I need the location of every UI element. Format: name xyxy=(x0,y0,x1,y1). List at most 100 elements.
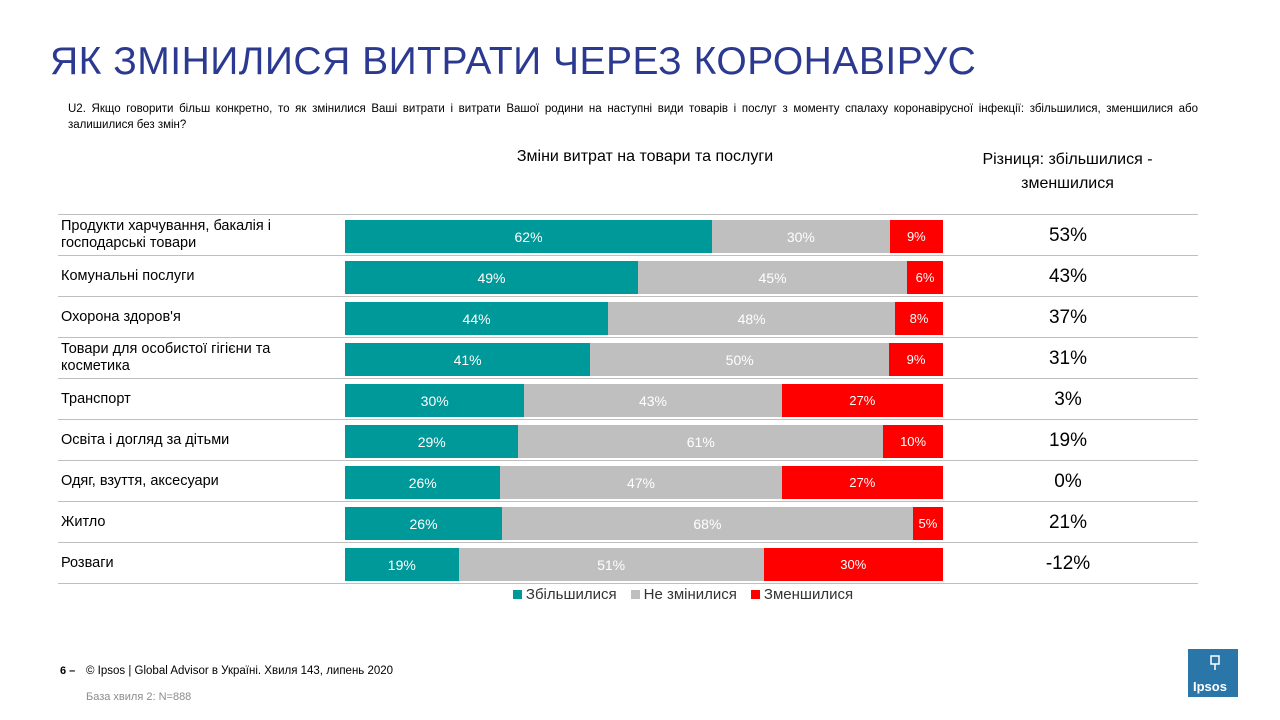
data-label: 26% xyxy=(409,515,438,532)
data-label: 26% xyxy=(408,474,437,491)
category-label: Продукти харчування, бакалія і господарс… xyxy=(61,218,271,251)
bar-segment: 19% xyxy=(345,548,459,581)
footer-copyright: © Ipsos | Global Advisor в Україні. Хвил… xyxy=(86,665,394,677)
difference-value: 31% xyxy=(1048,348,1088,369)
page-number: 6 – xyxy=(60,665,76,677)
bar-segment: 26% xyxy=(345,466,501,499)
data-label: 29% xyxy=(417,433,446,450)
difference-heading: Різниця: збільшилися - зменшилися xyxy=(982,151,1153,192)
stacked-bar: 41% 50% 9% xyxy=(345,343,943,376)
sample-base: База хвиля 2: N=888 xyxy=(86,691,192,703)
stacked-bar: 44% 48% 8% xyxy=(345,302,943,335)
legend-item: Не змінилися xyxy=(630,586,737,603)
bar-segment: 26% xyxy=(345,507,503,540)
bar-segment: 8% xyxy=(895,302,943,335)
data-label: 9% xyxy=(906,352,926,367)
bar-segment: 45% xyxy=(638,261,908,294)
category-label: Розваги xyxy=(61,554,114,571)
bar-segment: 9% xyxy=(889,220,943,253)
difference-value: 37% xyxy=(1048,307,1088,328)
category-label: Транспорт xyxy=(61,390,131,407)
chart-row: Одяг, взуття, аксесуари 26% 47% 27% 0% xyxy=(58,461,1198,502)
data-label: 19% xyxy=(387,556,416,573)
bar-segment: 50% xyxy=(590,343,890,376)
data-label: 30% xyxy=(840,557,867,572)
bar-segment: 68% xyxy=(502,507,913,540)
stacked-bar: 49% 45% 6% xyxy=(345,261,943,294)
legend-label: Зменшилися xyxy=(763,586,854,603)
data-label: 44% xyxy=(462,310,491,327)
chart-row: Житло 26% 68% 5% 21% xyxy=(58,502,1198,543)
data-label: 68% xyxy=(693,515,722,532)
data-label: 30% xyxy=(420,392,449,409)
category-label: Освіта і догляд за дітьми xyxy=(61,431,230,448)
legend-swatch xyxy=(512,590,522,599)
bar-segment: 30% xyxy=(712,220,890,253)
data-label: 9% xyxy=(906,229,926,244)
logo-text: Ipsos xyxy=(1193,679,1227,694)
legend-label: Не змінилися xyxy=(643,586,737,603)
bar-segment: 51% xyxy=(458,548,764,581)
data-label: 10% xyxy=(900,434,927,449)
bar-segment: 44% xyxy=(345,302,609,335)
data-label: 51% xyxy=(597,556,626,573)
stacked-bar: 62% 30% 9% xyxy=(345,220,943,253)
data-label: 43% xyxy=(638,392,667,409)
data-label: 27% xyxy=(849,475,876,490)
data-label: 47% xyxy=(626,474,655,491)
data-label: 41% xyxy=(453,351,482,368)
stacked-bar: 30% 43% 27% xyxy=(345,384,943,417)
bar-segment: 29% xyxy=(345,425,519,458)
chart-row: Розваги 19% 51% 30% -12% xyxy=(58,543,1198,584)
difference-value: 53% xyxy=(1048,225,1088,246)
chart-rows: Продукти харчування, бакалія і господарс… xyxy=(58,214,1198,584)
category-label: Житло xyxy=(61,513,106,530)
bar-segment: 6% xyxy=(907,261,943,294)
difference-value: 0% xyxy=(1054,471,1082,492)
chart-row: Транспорт 30% 43% 27% 3% xyxy=(58,379,1198,420)
legend-item: Зменшилися xyxy=(750,586,854,603)
chart-row: Товари для особистої гігієни та косметик… xyxy=(58,338,1198,379)
data-label: 6% xyxy=(915,270,935,285)
bar-segment: 61% xyxy=(518,425,884,458)
bar-segment: 9% xyxy=(889,343,943,376)
stacked-bar: 29% 61% 10% xyxy=(345,425,943,458)
difference-value: -12% xyxy=(1045,553,1091,574)
category-label: Комунальні послуги xyxy=(61,267,195,284)
data-label: 62% xyxy=(514,228,543,245)
difference-value: 43% xyxy=(1048,266,1088,287)
legend-swatch xyxy=(630,590,640,599)
data-label: 50% xyxy=(725,351,754,368)
data-label: 48% xyxy=(737,310,766,327)
bar-segment: 27% xyxy=(781,466,943,499)
legend-swatch xyxy=(750,590,760,599)
page-title: ЯК ЗМІНИЛИСЯ ВИТРАТИ ЧЕРЕЗ КОРОНАВІРУС xyxy=(50,40,977,83)
data-label: 8% xyxy=(909,311,929,326)
stacked-bar: 26% 68% 5% xyxy=(345,507,943,540)
category-label: Охорона здоров'я xyxy=(61,308,181,325)
data-label: 30% xyxy=(786,228,815,245)
chart-row: Комунальні послуги 49% 45% 6% 43% xyxy=(58,256,1198,297)
bar-segment: 49% xyxy=(345,261,639,294)
chart-row: Освіта і догляд за дітьми 29% 61% 10% 19% xyxy=(58,420,1198,461)
legend-label: Збільшилися xyxy=(525,586,617,603)
difference-value: 21% xyxy=(1048,512,1088,533)
bar-segment: 62% xyxy=(345,220,713,253)
chart-heading: Зміни витрат на товари та послуги xyxy=(516,148,774,165)
bar-segment: 30% xyxy=(345,384,525,417)
difference-value: 19% xyxy=(1048,430,1088,451)
data-label: 45% xyxy=(758,269,787,286)
data-label: 27% xyxy=(849,393,876,408)
bar-segment: 30% xyxy=(763,548,943,581)
category-label: Одяг, взуття, аксесуари xyxy=(61,472,219,489)
chart-row: Охорона здоров'я 44% 48% 8% 37% xyxy=(58,297,1198,338)
bar-segment: 27% xyxy=(781,384,943,417)
data-label: 49% xyxy=(477,269,506,286)
survey-question: U2. Якщо говорити більш конкретно, то як… xyxy=(68,103,1198,131)
bar-segment: 5% xyxy=(912,507,943,540)
chart-legend: Збільшилися Не змінилися Зменшилися xyxy=(0,586,1280,603)
stacked-bar: 19% 51% 30% xyxy=(345,548,943,581)
data-label: 61% xyxy=(686,433,715,450)
bar-segment: 47% xyxy=(500,466,782,499)
stacked-bar: 26% 47% 27% xyxy=(345,466,943,499)
